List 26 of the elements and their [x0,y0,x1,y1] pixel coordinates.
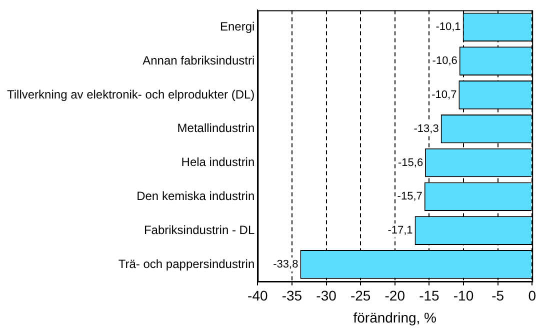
x-tick-label: -35 [282,288,302,304]
x-tick-label: -25 [350,288,371,304]
x-tick-label: -20 [384,288,406,304]
data-label: -10,6 [432,55,458,68]
x-tick-label: -5 [492,288,504,304]
data-label: -33,8 [273,258,298,270]
data-label: -10,7 [432,88,457,101]
y-tick-label: Fabriksindustrin - DL [144,222,255,237]
x-tick-label: -40 [248,288,268,304]
data-label: -15,7 [397,190,422,203]
y-tick-label: Hela industrin [181,155,255,170]
x-tick-label: 0 [528,288,536,304]
x-axis-title: förändring, % [353,309,437,326]
y-tick-label: Metallindustrin [177,121,255,136]
data-label: -17,1 [388,224,413,237]
data-label: -10,1 [436,21,461,34]
y-tick-label: Energi [220,19,255,34]
y-tick-label: Den kemiska industrin [136,188,255,203]
data-label: -15,6 [398,156,424,169]
y-tick-label: Annan fabriksindustri [142,53,255,68]
x-tick-label: -15 [419,288,440,304]
x-tick-label: -10 [453,288,474,304]
y-tick-label: Trä- och pappersindustrin [118,256,255,271]
x-tick-label: -30 [316,288,337,304]
data-label: -13,3 [414,122,439,135]
y-tick-label: Tillverkning av elektronik- och elprodukter (DL) [6,87,255,102]
